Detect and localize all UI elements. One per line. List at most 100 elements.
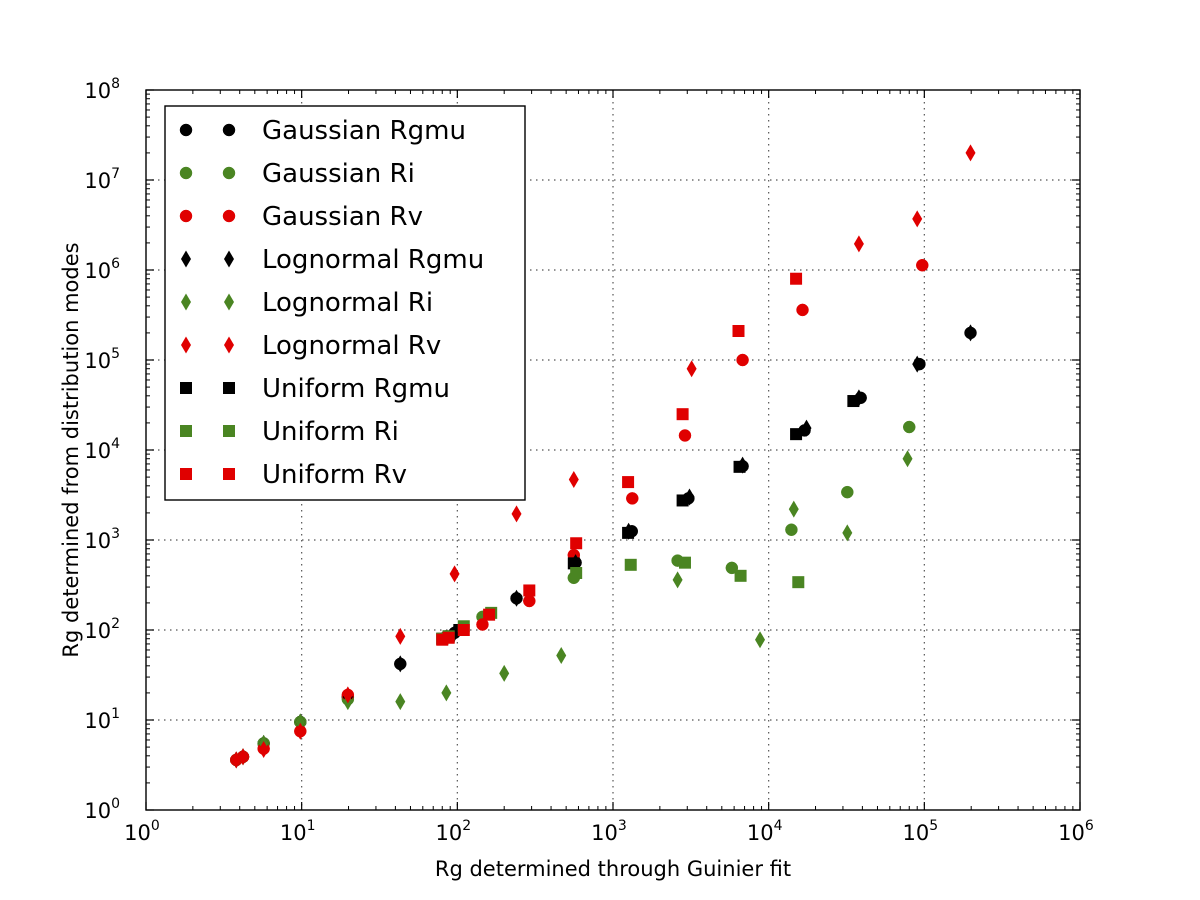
data-point	[476, 618, 489, 631]
legend-label: Uniform Rv	[262, 460, 407, 490]
legend-entry-gaussian-rgmu: Gaussian Rgmu	[179, 116, 466, 146]
data-point	[568, 471, 579, 489]
data-point	[853, 235, 864, 253]
legend-marker	[223, 382, 235, 394]
y-axis-label: Rg determined from distribution modes	[59, 242, 83, 657]
legend-label: Gaussian Ri	[262, 159, 415, 189]
data-point	[483, 608, 496, 621]
data-point	[841, 485, 854, 499]
data-point	[395, 693, 406, 711]
data-point	[912, 210, 923, 228]
data-point	[676, 408, 689, 421]
legend-entry-uniform-rv: Uniform Rv	[180, 460, 407, 490]
x-tick-label: 104	[747, 818, 783, 845]
data-point	[449, 565, 460, 583]
data-point	[801, 419, 812, 437]
legend-entry-uniform-ri: Uniform Ri	[180, 417, 399, 447]
legend-marker	[181, 293, 191, 311]
data-point	[457, 624, 470, 636]
legend-marker	[179, 166, 193, 180]
data-point	[755, 631, 766, 649]
legend-marker	[180, 425, 192, 437]
legend-marker	[222, 209, 236, 223]
data-point	[842, 524, 853, 542]
data-point	[523, 584, 536, 597]
data-point	[796, 303, 809, 317]
data-points	[230, 144, 977, 769]
x-tick-label: 102	[436, 818, 472, 845]
y-tick-label: 100	[84, 796, 120, 823]
y-tick-label: 102	[84, 616, 120, 643]
legend-marker	[224, 250, 234, 268]
x-tick-label: 101	[280, 818, 316, 845]
data-point	[790, 272, 803, 285]
legend-marker	[179, 209, 193, 223]
data-point	[902, 420, 916, 434]
x-axis-label: Rg determined through Guinier fit	[435, 857, 791, 881]
data-point	[511, 589, 522, 607]
data-point	[965, 324, 976, 342]
data-point	[678, 556, 691, 569]
data-point	[733, 460, 746, 473]
legend-label: Lognormal Ri	[262, 288, 433, 318]
legend-entry-gaussian-ri: Gaussian Ri	[179, 159, 415, 189]
data-point	[902, 450, 913, 468]
data-point	[570, 566, 583, 579]
data-point	[624, 558, 637, 571]
legend-entry-gaussian-rv: Gaussian Rv	[179, 202, 423, 232]
legend-label: Uniform Rgmu	[262, 374, 450, 404]
legend-marker	[223, 425, 235, 437]
data-point	[442, 631, 455, 644]
data-point	[847, 395, 860, 408]
tick-labels: 100 101 102 103 104 105 106 100 101 102 103 104 105 1…	[84, 76, 1094, 845]
legend-marker	[179, 123, 193, 137]
data-point	[395, 627, 406, 645]
data-point	[395, 655, 406, 673]
data-point	[342, 686, 353, 704]
data-point	[570, 537, 583, 550]
data-point	[499, 664, 510, 682]
x-tick-label: 105	[903, 818, 939, 845]
data-point	[792, 576, 805, 589]
legend-label: Gaussian Rv	[262, 202, 423, 232]
legend-entry-lognormal-rv: Lognormal Rv	[181, 331, 441, 361]
legend-marker	[223, 468, 235, 480]
legend-marker	[222, 166, 236, 180]
legend-marker	[224, 293, 234, 311]
legend-label: Uniform Ri	[262, 417, 399, 447]
data-point	[556, 647, 567, 665]
series-lognormal-rv	[231, 144, 976, 769]
data-point	[622, 526, 635, 539]
legend-marker	[180, 468, 192, 480]
series-uniform-rv	[436, 272, 803, 646]
legend-marker	[224, 336, 234, 354]
legend-marker	[181, 250, 191, 268]
data-point	[672, 571, 683, 589]
data-point	[965, 144, 976, 162]
data-point	[734, 569, 747, 582]
y-tick-label: 105	[84, 346, 120, 373]
data-point	[622, 476, 635, 489]
legend-entry-lognormal-ri: Lognormal Ri	[181, 288, 433, 318]
plot-frame	[145, 89, 1081, 811]
data-point	[912, 355, 923, 373]
legend-entry-uniform-rgmu: Uniform Rgmu	[180, 374, 450, 404]
data-point	[626, 492, 639, 505]
legend-label: Gaussian Rgmu	[262, 116, 466, 146]
data-point	[732, 325, 745, 338]
legend: Gaussian Rgmu Gaussian Ri Gaussian Rv Logno…	[164, 105, 526, 501]
data-point	[676, 494, 689, 507]
data-point	[295, 713, 306, 731]
data-point	[678, 429, 692, 442]
legend-marker	[180, 382, 192, 394]
x-tick-label: 100	[124, 818, 160, 845]
y-tick-label: 107	[84, 166, 120, 193]
data-point	[790, 428, 803, 441]
data-point	[523, 594, 536, 608]
data-point	[238, 748, 249, 766]
data-point	[295, 722, 306, 740]
data-point	[785, 523, 798, 536]
y-tick-label: 103	[84, 526, 120, 553]
data-point	[441, 684, 452, 702]
